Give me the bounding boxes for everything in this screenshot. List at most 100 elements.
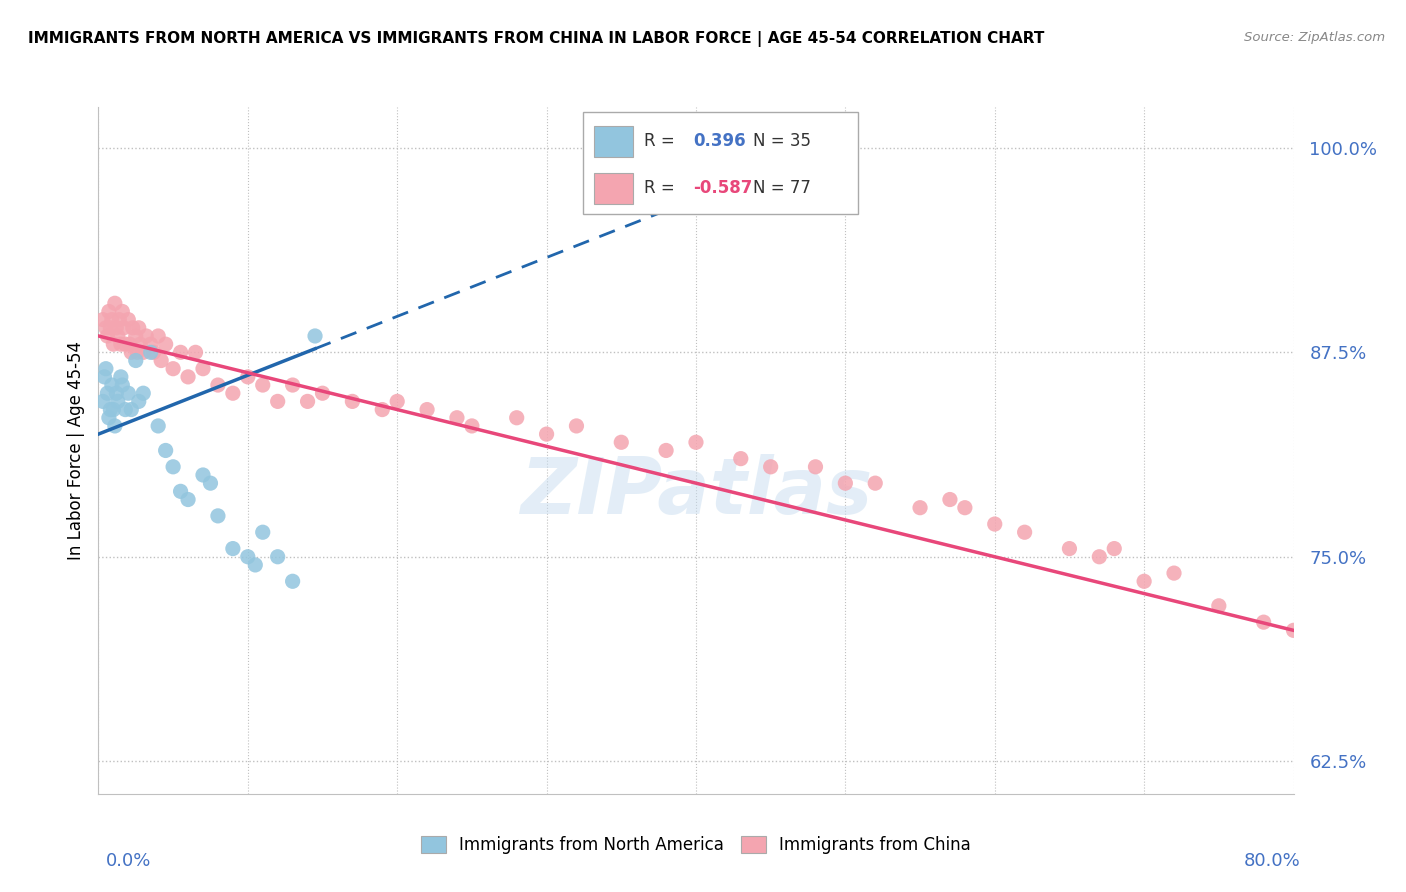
Point [1208, 599, 1230, 613]
Point [125, 353, 148, 368]
Text: IMMIGRANTS FROM NORTH AMERICA VS IMMIGRANTS FROM CHINA IN LABOR FORCE | AGE 45-5: IMMIGRANTS FROM NORTH AMERICA VS IMMIGRA… [28, 31, 1045, 47]
Point [120, 345, 142, 359]
Point [1014, 525, 1036, 540]
Point [1312, 632, 1334, 646]
Point [103, 402, 125, 417]
Point [804, 459, 827, 474]
Point [91, 312, 114, 326]
Point [252, 378, 274, 392]
Point [148, 419, 170, 434]
Point [132, 386, 155, 401]
Point [98, 321, 122, 335]
Point [953, 500, 976, 515]
Point [125, 329, 148, 343]
Point [139, 345, 162, 359]
Point [236, 549, 259, 564]
Point [139, 337, 162, 351]
Point [655, 443, 678, 458]
Point [1133, 574, 1156, 589]
Point [94, 321, 117, 335]
Bar [595, 126, 633, 157]
Point [610, 435, 633, 450]
Point [107, 329, 129, 343]
Point [121, 321, 143, 335]
Point [96, 386, 118, 401]
Point [1327, 648, 1350, 662]
Point [342, 394, 364, 409]
Point [1059, 541, 1081, 556]
Point [1253, 615, 1275, 630]
Point [104, 419, 127, 434]
Point [311, 386, 333, 401]
Point [385, 394, 409, 409]
Point [461, 419, 484, 434]
Point [536, 427, 558, 442]
Point [297, 394, 319, 409]
Point [105, 386, 128, 401]
Point [281, 378, 304, 392]
Point [1163, 566, 1185, 581]
Point [984, 517, 1007, 532]
Point [110, 370, 132, 384]
Point [169, 345, 191, 359]
Text: N = 77: N = 77 [754, 179, 811, 197]
Bar [595, 173, 633, 204]
Point [108, 312, 131, 326]
Point [207, 508, 229, 523]
FancyBboxPatch shape [583, 112, 858, 214]
Point [127, 345, 149, 359]
Point [111, 304, 134, 318]
Point [236, 370, 259, 384]
Point [169, 484, 191, 499]
Text: ZIPatlas: ZIPatlas [520, 454, 872, 530]
Point [191, 468, 214, 483]
Point [200, 476, 222, 491]
Point [304, 329, 326, 343]
Point [416, 402, 439, 417]
Point [267, 394, 290, 409]
Text: R =: R = [644, 132, 681, 150]
Point [184, 345, 207, 359]
Point [865, 476, 887, 491]
Text: 0.396: 0.396 [693, 132, 745, 150]
Point [1088, 549, 1111, 564]
Point [118, 337, 141, 351]
Point [1282, 624, 1305, 638]
Point [107, 394, 129, 409]
Point [111, 378, 134, 392]
Point [148, 329, 170, 343]
Point [150, 353, 173, 368]
Point [128, 394, 150, 409]
Point [105, 321, 128, 335]
Point [94, 361, 117, 376]
Point [177, 492, 200, 507]
Point [155, 443, 177, 458]
Point [97, 410, 120, 425]
Point [135, 329, 157, 343]
Text: N = 35: N = 35 [754, 132, 811, 150]
Point [142, 345, 165, 359]
Text: -0.587: -0.587 [693, 179, 752, 197]
Point [103, 337, 125, 351]
Point [129, 337, 152, 351]
Text: 80.0%: 80.0% [1244, 852, 1301, 870]
Point [120, 402, 142, 417]
Point [371, 402, 394, 417]
Point [162, 459, 184, 474]
Point [1343, 656, 1365, 670]
Point [91, 394, 114, 409]
Point [281, 574, 304, 589]
Point [177, 370, 200, 384]
Point [128, 321, 150, 335]
Point [97, 304, 120, 318]
Point [506, 410, 529, 425]
Point [112, 321, 135, 335]
Point [132, 345, 155, 359]
Point [162, 361, 184, 376]
Point [96, 329, 118, 343]
Point [93, 370, 115, 384]
Point [267, 549, 290, 564]
Point [1357, 754, 1379, 768]
Point [222, 541, 245, 556]
Point [101, 312, 124, 326]
